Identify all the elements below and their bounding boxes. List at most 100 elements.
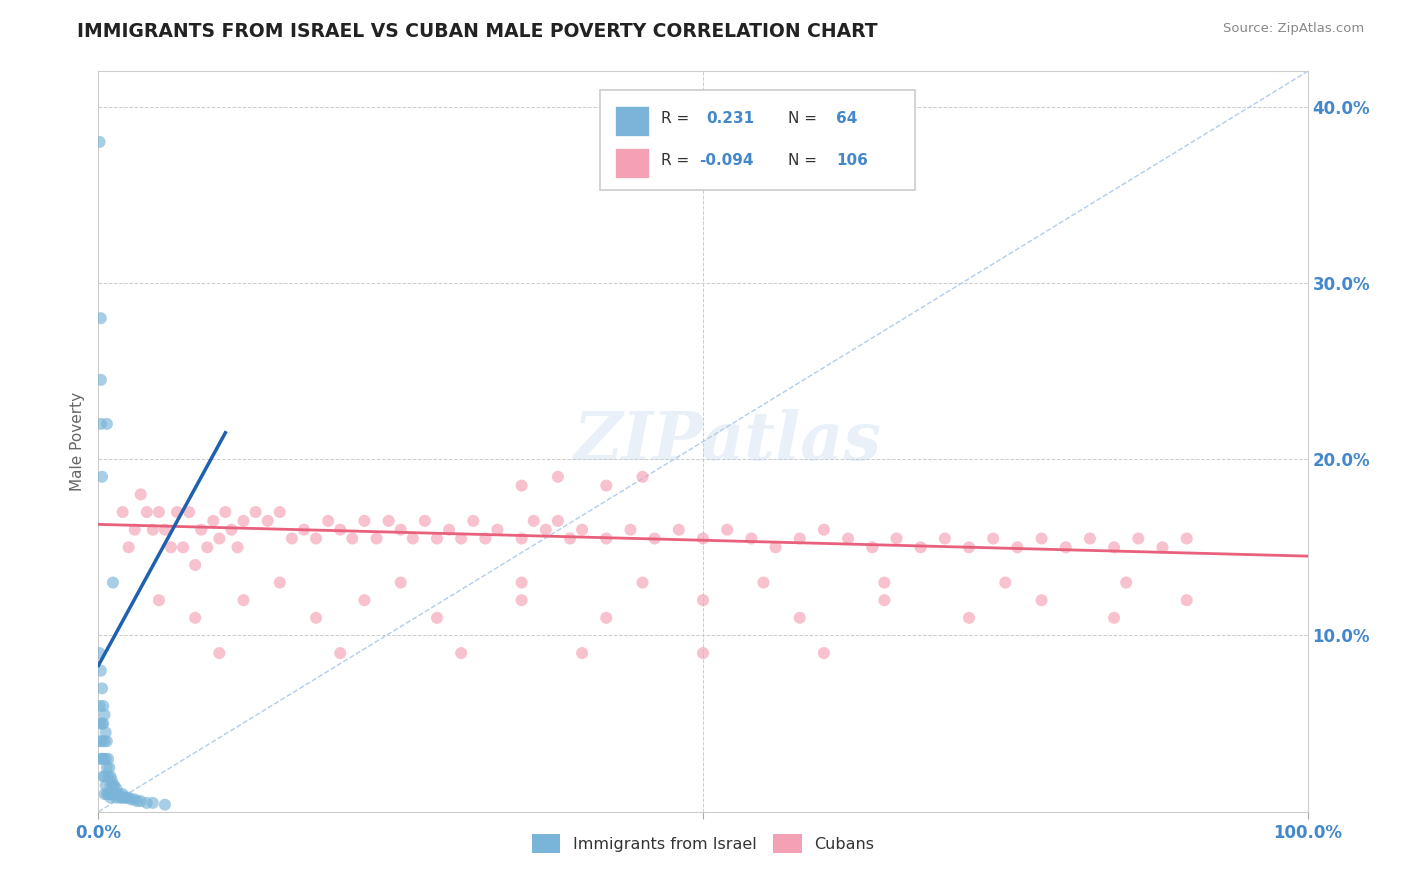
Point [226, 541, 249, 555]
Point [91, 698, 114, 713]
Point [595, 478, 617, 492]
Point [389, 523, 412, 537]
Point [105, 790, 128, 805]
Text: 0.231: 0.231 [707, 111, 755, 126]
Point [100, 790, 122, 805]
Point [93, 734, 115, 748]
Point [353, 514, 375, 528]
Point [232, 593, 254, 607]
Point [426, 532, 449, 546]
Point [91, 716, 114, 731]
Point [644, 532, 666, 546]
Point [100, 787, 122, 801]
Point [245, 505, 267, 519]
Point [692, 646, 714, 660]
Text: Source: ZipAtlas.com: Source: ZipAtlas.com [1223, 22, 1364, 36]
FancyBboxPatch shape [614, 105, 648, 136]
Point [510, 593, 533, 607]
Point [112, 790, 135, 805]
Point [142, 796, 165, 810]
Point [668, 523, 690, 537]
Point [789, 611, 811, 625]
Point [534, 523, 557, 537]
Point [91, 752, 114, 766]
Point [89, 135, 111, 149]
Point [269, 575, 291, 590]
Point [118, 541, 141, 555]
Point [1007, 541, 1029, 555]
Point [153, 523, 176, 537]
Point [934, 532, 956, 546]
Point [184, 611, 207, 625]
Point [114, 790, 136, 805]
Point [160, 541, 183, 555]
Point [153, 797, 176, 812]
Y-axis label: Male Poverty: Male Poverty [70, 392, 86, 491]
Point [129, 487, 152, 501]
Text: ZIPatlas: ZIPatlas [574, 409, 882, 474]
Point [305, 532, 328, 546]
Point [93, 707, 115, 722]
Point [100, 772, 122, 787]
Text: R =: R = [661, 153, 689, 168]
Point [329, 523, 352, 537]
Point [89, 698, 111, 713]
Point [100, 778, 122, 792]
Point [486, 523, 509, 537]
Point [97, 752, 120, 766]
Point [1175, 532, 1198, 546]
Point [873, 575, 896, 590]
Point [91, 769, 114, 783]
Point [108, 787, 131, 801]
Point [957, 611, 980, 625]
Point [90, 373, 112, 387]
Point [1128, 532, 1150, 546]
Point [101, 787, 124, 801]
Point [93, 769, 115, 783]
FancyBboxPatch shape [600, 90, 915, 190]
Point [558, 532, 581, 546]
Point [631, 575, 654, 590]
Point [837, 532, 859, 546]
Point [789, 532, 811, 546]
Point [124, 792, 146, 806]
Point [305, 611, 328, 625]
Point [740, 532, 762, 546]
Point [97, 787, 120, 801]
Point [142, 523, 165, 537]
Point [981, 532, 1004, 546]
Point [510, 478, 533, 492]
Point [91, 716, 114, 731]
Point [752, 575, 775, 590]
Point [148, 505, 170, 519]
Point [135, 505, 157, 519]
Point [474, 532, 496, 546]
Point [96, 787, 118, 801]
Point [413, 514, 436, 528]
Point [860, 541, 883, 555]
Point [510, 532, 533, 546]
Point [523, 514, 546, 528]
Point [595, 532, 617, 546]
Point [111, 787, 134, 801]
Point [547, 514, 569, 528]
Point [813, 646, 835, 660]
Point [232, 514, 254, 528]
Text: -0.094: -0.094 [699, 153, 754, 168]
Point [90, 311, 112, 326]
Point [104, 787, 127, 801]
Point [184, 558, 207, 572]
Point [1102, 611, 1125, 625]
Point [91, 734, 114, 748]
Point [94, 778, 117, 792]
Point [1054, 541, 1077, 555]
Point [96, 734, 118, 748]
Point [716, 523, 738, 537]
Point [510, 575, 533, 590]
Point [89, 646, 111, 660]
Point [91, 681, 114, 696]
Point [437, 523, 460, 537]
Point [389, 575, 412, 590]
Point [377, 514, 399, 528]
Point [1031, 532, 1053, 546]
